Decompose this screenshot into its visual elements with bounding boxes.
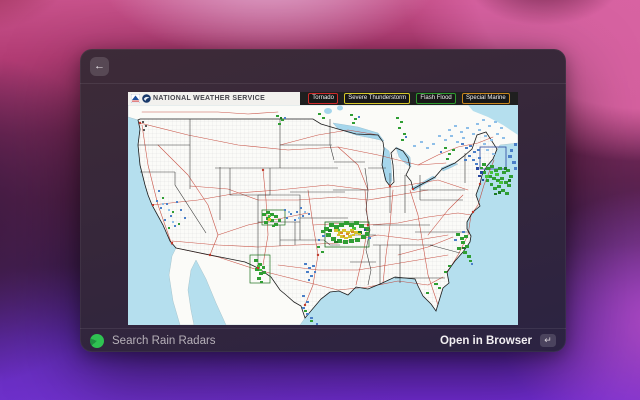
action-bar: Search Rain Radars Open in Browser ↵ — [80, 328, 566, 352]
open-in-browser-action[interactable]: Open in Browser — [439, 334, 532, 347]
back-button[interactable]: ← — [90, 56, 109, 76]
nws-logo-icon — [131, 94, 140, 103]
noaa-logo-icon — [142, 94, 151, 103]
nws-brand: NATIONAL WEATHER SERVICE — [128, 92, 300, 105]
rain-radar-extension-icon — [90, 333, 104, 348]
return-key-icon: ↵ — [540, 334, 556, 347]
warning-severe-thunderstorm[interactable]: Severe Thunderstorm — [344, 93, 411, 104]
map-panel: NATIONAL WEATHER SERVICE Tornado Severe … — [80, 84, 566, 328]
agency-title: NATIONAL WEATHER SERVICE — [153, 95, 266, 102]
warning-legend: Tornado Severe Thunderstorm Flash Flood … — [300, 92, 518, 105]
command-title: Search Rain Radars — [112, 334, 216, 347]
conus-radar-image — [128, 105, 518, 325]
warning-tornado[interactable]: Tornado — [308, 93, 338, 104]
map-header: NATIONAL WEATHER SERVICE Tornado Severe … — [128, 92, 518, 105]
launcher-window: ← NATIONAL WEATH — [80, 49, 566, 352]
warning-special-marine[interactable]: Special Marine — [462, 93, 510, 104]
window-header: ← — [80, 49, 566, 84]
weather-radar-map[interactable]: NATIONAL WEATHER SERVICE Tornado Severe … — [128, 92, 518, 325]
warning-flash-flood[interactable]: Flash Flood — [416, 93, 456, 104]
back-arrow-icon: ← — [94, 59, 105, 72]
